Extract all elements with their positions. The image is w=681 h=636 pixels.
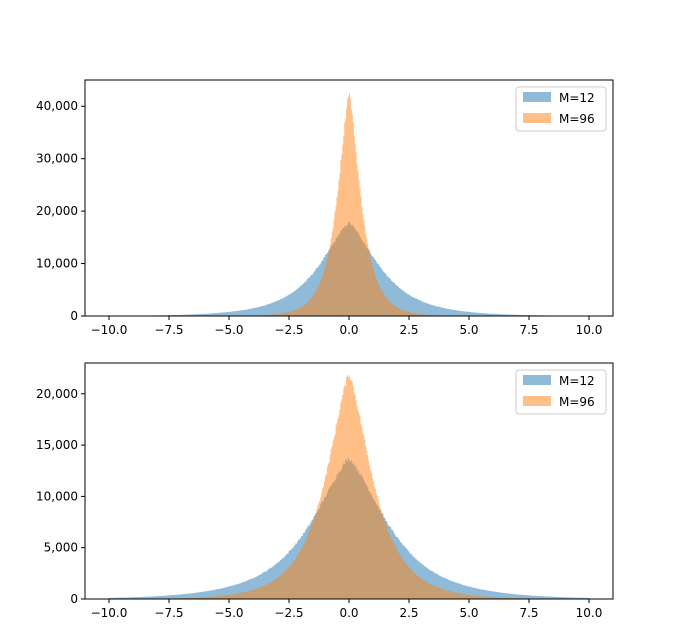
top-legend-label-m96: M=96	[559, 112, 595, 126]
x-tick-label: 5.0	[459, 323, 478, 337]
x-tick-label: 0.0	[339, 606, 358, 620]
y-tick-label: 0	[70, 592, 78, 606]
x-tick-label: 7.5	[519, 606, 538, 620]
top-x-axis-ticks: −10.0 −7.5 −5.0 −2.5 0.0 2.5 5.0 7.5 10.0	[91, 316, 603, 337]
x-tick-label: −7.5	[154, 606, 183, 620]
x-tick-label: 10.0	[576, 606, 603, 620]
bottom-x-axis-ticks: −10.0 −7.5 −5.0 −2.5 0.0 2.5 5.0 7.5 10.0	[91, 599, 603, 620]
bottom-legend-label-m96: M=96	[559, 395, 595, 409]
x-tick-label: −2.5	[274, 323, 303, 337]
histogram-series-m96	[109, 375, 589, 599]
y-tick-label: 15,000	[36, 438, 78, 452]
bottom-y-axis-ticks: 0 5,000 10,000 15,000 20,000	[36, 387, 85, 606]
x-tick-label: −5.0	[214, 323, 243, 337]
x-tick-label: −10.0	[91, 323, 128, 337]
top-histogram-chart: −10.0 −7.5 −5.0 −2.5 0.0 2.5 5.0 7.5 10.0 0 10,00…	[36, 79, 614, 337]
bottom-histogram-chart: −10.0 −7.5 −5.0 −2.5 0.0 2.5 5.0 7.5 10.0 0 5,000…	[36, 362, 614, 620]
x-tick-label: −10.0	[91, 606, 128, 620]
bottom-legend-swatch-m12	[523, 375, 551, 385]
x-tick-label: 0.0	[339, 323, 358, 337]
bottom-legend-swatch-m96	[523, 396, 551, 406]
x-tick-label: 2.5	[399, 606, 418, 620]
x-tick-label: −5.0	[214, 606, 243, 620]
top-legend-label-m12: M=12	[559, 91, 595, 105]
x-tick-label: −7.5	[154, 323, 183, 337]
x-tick-label: 2.5	[399, 323, 418, 337]
top-legend-swatch-m96	[523, 113, 551, 123]
x-tick-label: −2.5	[274, 606, 303, 620]
bottom-legend-label-m12: M=12	[559, 374, 595, 388]
bottom-histogram-bars	[109, 375, 589, 599]
y-tick-label: 0	[70, 309, 78, 323]
y-tick-label: 10,000	[36, 257, 78, 271]
x-tick-label: 10.0	[576, 323, 603, 337]
y-tick-label: 40,000	[36, 99, 78, 113]
top-histogram-bars	[109, 93, 589, 316]
x-tick-label: 7.5	[519, 323, 538, 337]
histogram-series-m96	[109, 93, 589, 316]
bottom-legend: M=12 M=96	[515, 369, 607, 415]
y-tick-label: 20,000	[36, 387, 78, 401]
top-legend: M=12 M=96	[515, 86, 607, 132]
top-y-axis-ticks: 0 10,000 20,000 30,000 40,000	[36, 99, 85, 323]
y-tick-label: 5,000	[44, 541, 78, 555]
y-tick-label: 30,000	[36, 152, 78, 166]
y-tick-label: 10,000	[36, 489, 78, 503]
y-tick-label: 20,000	[36, 204, 78, 218]
top-legend-swatch-m12	[523, 92, 551, 102]
x-tick-label: 5.0	[459, 606, 478, 620]
